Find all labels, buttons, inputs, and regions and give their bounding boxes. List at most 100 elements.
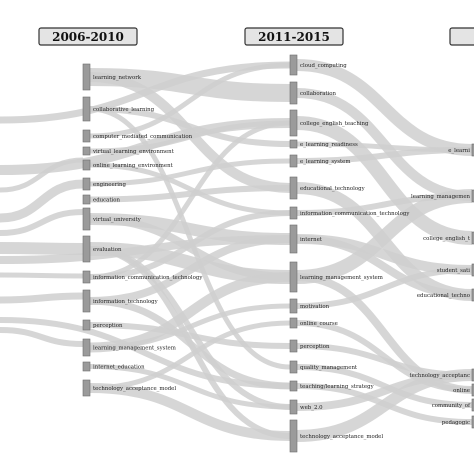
col-2006-2010-node-label: computer_mediated_communication (93, 134, 193, 140)
flow-mid-18 (89, 158, 291, 187)
col-2011-2015-node-bar (289, 154, 298, 168)
col-2006-2010-node: virtual_university (82, 207, 142, 231)
col-2011-2015-node-bar (289, 298, 298, 314)
col-2006-2010-node-label: perception (93, 323, 123, 329)
col-2011-2015-node-bar (289, 176, 298, 200)
col-2011-2015-node: motivation (289, 298, 330, 314)
flow-direct-3 (0, 61, 291, 124)
flow-in-5 (0, 209, 84, 236)
col-3-node-bar (471, 415, 474, 429)
flow-mid-17 (89, 320, 291, 391)
col-2006-2010-node: learning_management_system (82, 338, 176, 357)
col-3-node: technology_acceptanc (410, 368, 474, 382)
col-2011-2015-node-label: teaching/learning_strategy (300, 384, 375, 390)
col-2006-2010-node-bar (82, 235, 91, 263)
col-2006-2010-node-bar (82, 129, 91, 143)
flow-out-12 (296, 364, 473, 408)
flow-mid-2 (89, 106, 291, 147)
period-header-2016-partial (449, 27, 474, 46)
col-2006-2010-node-bar (82, 379, 91, 397)
col-2006-2010-node-label: collaborative_learning (93, 107, 155, 113)
col-2006-2010-node-bar (82, 177, 91, 191)
col-2011-2015-node-bar (289, 380, 298, 392)
flow-mid-20 (89, 185, 291, 203)
flow-mid-5 (89, 162, 291, 216)
col-2011-2015-node-label: information_communication_technology (300, 211, 410, 217)
col-2006-2010-node-bar (82, 96, 91, 122)
col-3-node-label: pedagogic (442, 420, 470, 426)
col-2006-2010-node-label: information_technology (93, 299, 159, 305)
flow-in-3 (0, 292, 84, 304)
flow-out-10 (296, 320, 473, 393)
col-2011-2015-node-bar (289, 339, 298, 353)
flow-in-1 (0, 179, 84, 223)
col-2011-2015-node: collaboration (289, 81, 337, 105)
col-2011-2015-node: college_english_teaching (289, 109, 369, 137)
col-2006-2010-node-label: education (93, 198, 120, 204)
col-3-node-bar (471, 398, 474, 412)
col-2011-2015-node-bar (289, 109, 298, 137)
col-2006-2010-node-bar (82, 159, 91, 171)
flow-direct-0 (0, 118, 291, 175)
col-3-node: educational_techno (417, 288, 474, 302)
col-3-node-bar (471, 368, 474, 382)
col-3-node: e_learni (448, 143, 474, 157)
flow-mid-3 (89, 106, 291, 370)
col-2006-2010-node: learning_network (82, 63, 142, 91)
col-3-node: student_sati (437, 263, 474, 277)
col-2006-2010-node: education (82, 194, 120, 205)
col-2006-2010-node: engineering (82, 177, 126, 191)
col-2006-2010-node-bar (82, 289, 91, 313)
flow-out-17 (296, 235, 473, 299)
col-3-node-label: educational_techno (417, 293, 470, 299)
col-2006-2010-node-label: virtual_university (92, 217, 142, 223)
col-2006-2010-node-label: virtual_learning_environment (92, 149, 175, 155)
flow-out-0 (296, 59, 473, 156)
col-2006-2010-node: information_technology (82, 289, 159, 313)
col-3-node-label: student_sati (437, 268, 471, 274)
flow-mid-12 (89, 322, 291, 349)
flow-in-4 (0, 327, 84, 347)
node-layer: learning_networkcollaborative_learningco… (82, 54, 474, 453)
col-2011-2015-node-label: learning_management_system (300, 275, 383, 281)
col-2011-2015-node: teaching/learning_strategy (289, 380, 375, 392)
col-2011-2015-node: web_2.0 (289, 399, 323, 415)
col-2006-2010-node-bar (82, 319, 91, 331)
flow-out-16 (296, 141, 473, 153)
period-header-2011-2015: 2011-2015 (244, 27, 344, 46)
col-2011-2015-node-bar (289, 261, 298, 293)
flow-layer (0, 59, 473, 442)
col-2011-2015-node-bar (289, 360, 298, 374)
col-3-node: online (453, 383, 474, 397)
col-3-node-label: technology_acceptanc (410, 373, 471, 379)
col-2011-2015-node-label: technology_acceptance_model (300, 434, 383, 440)
col-2011-2015-node: learning_management_system (289, 261, 383, 293)
col-2011-2015-node: e_learning_system (289, 154, 350, 168)
col-2011-2015-node-label: motivation (300, 304, 330, 310)
col-2011-2015-node-label: educational_technology (300, 186, 366, 192)
col-3-node: learning_managemen (411, 189, 474, 203)
col-2006-2010-node: internet_education (82, 361, 145, 372)
col-2011-2015-node: internet (289, 224, 323, 254)
col-2011-2015-node-label: perception (300, 344, 330, 350)
col-2006-2010-node: technology_acceptance_model (82, 379, 176, 397)
col-3-node: community_of (432, 398, 474, 412)
col-2006-2010-node-label: internet_education (93, 365, 145, 371)
col-2011-2015-node-bar (289, 224, 298, 254)
flow-out-2 (296, 116, 473, 245)
col-2011-2015-node-label: online_course (300, 321, 338, 327)
col-2011-2015-node: perception (289, 339, 330, 353)
col-2006-2010-node: evaluation (82, 235, 122, 263)
col-2011-2015-node-label: college_english_teaching (300, 121, 369, 127)
flow-out-15 (296, 369, 473, 442)
col-2006-2010-node-bar (82, 270, 91, 284)
col-2006-2010-node: information_communication_technology (82, 270, 203, 284)
col-2006-2010-node-label: evaluation (93, 247, 122, 253)
col-2011-2015-node: technology_acceptance_model (289, 419, 383, 453)
col-2011-2015-node: information_communication_technology (289, 206, 410, 220)
period-title-1: 2006-2010 (52, 30, 124, 44)
flow-in-2 (0, 242, 84, 255)
period-title-2: 2011-2015 (258, 30, 330, 44)
flow-out-7 (296, 189, 473, 284)
